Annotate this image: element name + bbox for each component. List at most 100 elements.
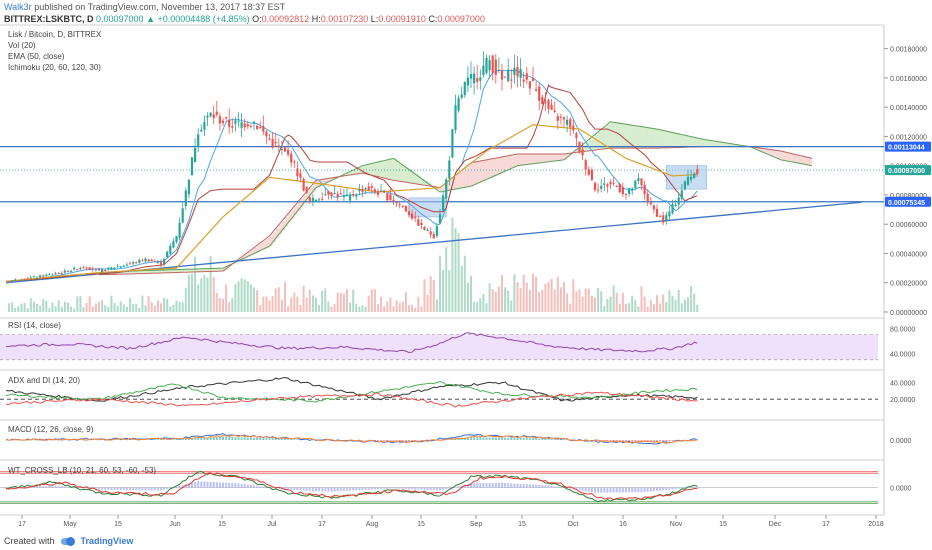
ichimoku-cloud-slice bbox=[474, 162, 478, 185]
volume-bar bbox=[377, 304, 379, 312]
volume-bar bbox=[578, 289, 581, 312]
candle-body bbox=[35, 277, 39, 279]
volume-bar bbox=[8, 303, 11, 312]
wt-histogram-bar bbox=[516, 483, 519, 488]
volume-bar bbox=[88, 296, 91, 312]
ichimoku-cloud-slice bbox=[508, 155, 512, 170]
x-tick-label: Jul bbox=[268, 521, 277, 528]
wt-histogram-bar bbox=[237, 483, 240, 488]
candle-body bbox=[39, 275, 42, 278]
candle-body bbox=[104, 270, 107, 272]
macd-histogram-bar bbox=[466, 437, 469, 440]
macd-histogram-bar bbox=[364, 440, 367, 441]
wt-histogram-bar bbox=[253, 485, 255, 488]
volume-bar bbox=[14, 307, 17, 312]
candle-body bbox=[163, 259, 166, 265]
wt-histogram-bar bbox=[677, 487, 680, 489]
candle-body bbox=[569, 119, 572, 128]
ichimoku-cloud-slice bbox=[691, 136, 695, 148]
ichimoku-cloud-slice bbox=[461, 170, 466, 188]
wt-histogram-bar bbox=[153, 487, 156, 491]
wt-histogram-bar bbox=[51, 485, 54, 488]
volume-bar bbox=[442, 269, 445, 312]
volume-bar bbox=[466, 282, 469, 312]
footer-brand-link[interactable]: TradingView bbox=[80, 536, 134, 546]
ichimoku-cloud-slice bbox=[802, 156, 807, 164]
volume-bar bbox=[346, 289, 348, 312]
volume-bar bbox=[42, 299, 45, 312]
volume-bar bbox=[107, 306, 110, 312]
candle-body bbox=[538, 86, 541, 101]
ichimoku-cloud-slice bbox=[464, 167, 469, 188]
candle-body bbox=[321, 198, 324, 200]
change-value: ▲ +0.00004488 (+4.85%) bbox=[146, 14, 250, 24]
candle-body bbox=[66, 270, 70, 272]
candle-body bbox=[547, 99, 550, 109]
candle-body bbox=[116, 266, 119, 268]
author-link[interactable]: Walk3r bbox=[4, 2, 32, 12]
ichimoku-cloud-slice bbox=[483, 160, 487, 181]
volume-bar bbox=[563, 281, 565, 312]
macd-histogram-bar bbox=[209, 437, 212, 440]
candle-body bbox=[215, 111, 218, 115]
volume-bar bbox=[380, 296, 383, 312]
macd-histogram-bar bbox=[163, 439, 166, 440]
wt-histogram-bar bbox=[482, 483, 485, 488]
macd-histogram-bar bbox=[147, 439, 150, 440]
candle-body bbox=[125, 264, 128, 266]
candle-body bbox=[345, 194, 349, 196]
candle-body bbox=[268, 138, 271, 140]
macd-histogram-bar bbox=[615, 440, 618, 442]
candle-body bbox=[457, 98, 460, 111]
macd-histogram-bar bbox=[600, 440, 603, 442]
candle-body bbox=[485, 57, 488, 73]
wt-histogram-bar bbox=[408, 487, 410, 490]
wt-histogram-bar bbox=[634, 487, 637, 493]
wt-histogram-bar bbox=[522, 484, 525, 488]
ichimoku-cloud-slice bbox=[443, 185, 447, 192]
candle-body bbox=[612, 182, 615, 184]
candle-body bbox=[376, 191, 380, 195]
macd-histogram-bar bbox=[246, 437, 249, 440]
candle-body bbox=[169, 245, 172, 254]
ichimoku-cloud-slice bbox=[536, 153, 540, 164]
macd-histogram-bar bbox=[287, 438, 290, 440]
macd-histogram-bar bbox=[32, 439, 35, 441]
wt-histogram-bar bbox=[621, 487, 624, 493]
candle-body bbox=[407, 211, 411, 216]
wt-histogram-bar bbox=[668, 487, 671, 490]
candle-body bbox=[414, 216, 417, 218]
symbol-label[interactable]: BITTREX:LSKBTC, D bbox=[4, 14, 94, 24]
volume-bar bbox=[73, 308, 76, 312]
macd-histogram-bar bbox=[414, 440, 417, 442]
macd-histogram-bar bbox=[14, 439, 17, 441]
wt-histogram-bar bbox=[652, 487, 655, 492]
candle-body bbox=[535, 89, 538, 91]
macd-histogram-bar bbox=[513, 437, 516, 440]
macd-histogram-bar bbox=[631, 440, 634, 442]
volume-bar bbox=[116, 305, 119, 312]
ichimoku-cloud-slice bbox=[771, 149, 776, 156]
wt-histogram-bar bbox=[628, 487, 631, 493]
candle-body bbox=[680, 190, 683, 199]
volume-bar bbox=[265, 296, 268, 312]
volume-bar bbox=[222, 298, 224, 312]
ichimoku-cloud-slice bbox=[551, 153, 555, 162]
candle-body bbox=[178, 222, 181, 238]
wt-histogram-bar bbox=[284, 487, 286, 490]
volume-bar bbox=[271, 295, 274, 312]
macd-histogram-bar bbox=[609, 440, 612, 442]
volume-bar bbox=[209, 256, 212, 312]
ichimoku-cloud-slice bbox=[595, 134, 599, 151]
y-tick-label: 0.0000 bbox=[890, 438, 912, 445]
candle-body bbox=[280, 148, 283, 150]
candle-body bbox=[603, 183, 606, 185]
ichimoku-cloud-slice bbox=[151, 270, 156, 274]
wt-histogram-bar bbox=[234, 483, 237, 488]
volume-bar bbox=[538, 292, 541, 312]
ichimoku-cloud-slice bbox=[139, 270, 143, 274]
candle-body bbox=[659, 215, 662, 217]
wt-histogram-bar bbox=[200, 481, 203, 488]
ichimoku-cloud-slice bbox=[719, 141, 723, 147]
